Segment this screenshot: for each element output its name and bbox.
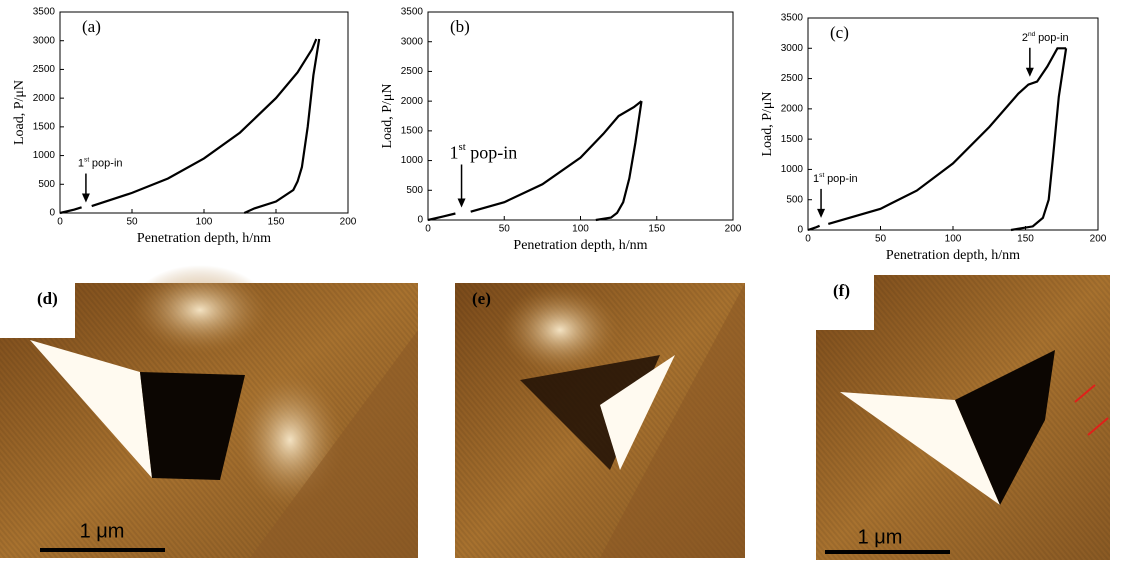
curve [596,101,642,220]
annotation-text: pop-in [92,157,123,169]
panel-label: (d) [37,289,58,308]
curve [808,48,1066,230]
panel-label: (f) [833,281,850,300]
x-tick-label: 50 [126,217,138,228]
x-tick-label: 150 [1017,234,1034,245]
y-tick-label: 1500 [781,134,804,145]
plot-frame [808,18,1098,230]
panel-label: (e) [472,289,491,308]
y-tick-label: 500 [786,194,803,205]
y-tick-label: 2500 [33,64,56,75]
x-tick-label: 0 [805,234,811,245]
x-axis-title: Penetration depth, h/nm [513,238,647,253]
panel-label: (a) [82,17,101,36]
y-axis-title: Load, P/μN [380,83,395,148]
annotation-text: pop-in [1038,32,1069,44]
y-tick-label: 1000 [33,150,56,161]
y-tick-label: 0 [417,215,423,226]
y-tick-label: 3000 [401,36,424,47]
x-tick-label: 150 [268,217,285,228]
afm-image-f: (f) 1 μm [816,275,1110,560]
annotation: 1st pop-in [450,142,518,163]
curve [244,39,319,213]
x-tick-label: 200 [340,217,357,228]
annotation-superscript: nd [1028,31,1036,38]
x-axis-title: Penetration depth, h/nm [137,231,271,246]
annotation-superscript: st [819,172,824,179]
x-tick-label: 100 [945,234,962,245]
y-tick-label: 2000 [781,103,804,114]
y-tick-label: 3000 [33,35,56,46]
x-tick-label: 0 [57,217,63,228]
y-axis-title: Load, P/μN [12,80,27,145]
arrow-head [458,198,466,207]
y-tick-label: 1500 [401,125,424,136]
x-tick-label: 100 [572,224,589,235]
y-tick-label: 1000 [401,155,424,166]
y-tick-label: 0 [49,208,55,219]
y-tick-label: 1500 [33,121,56,132]
x-tick-label: 0 [425,224,431,235]
annotation-number: 1 [450,143,459,163]
panel-label: (b) [450,17,470,36]
y-axis-title: Load, P/μN [760,91,775,156]
arrow-head [1026,68,1034,77]
panel-label: (c) [830,23,849,42]
curve [1011,48,1066,230]
x-tick-label: 150 [648,224,665,235]
x-tick-label: 200 [1090,234,1107,245]
plot-frame [60,12,348,213]
x-axis-title: Penetration depth, h/nm [886,248,1020,263]
y-tick-label: 0 [797,225,803,236]
x-tick-label: 50 [499,224,511,235]
scale-bar-label: 1 μm [80,520,125,542]
x-tick-label: 50 [875,234,887,245]
curve [60,39,316,213]
y-tick-label: 2000 [33,93,56,104]
annotation-text: pop-in [470,143,517,163]
y-tick-label: 2500 [401,66,424,77]
y-tick-label: 3500 [33,7,56,18]
afm-image-e: (e) [455,283,745,558]
y-tick-label: 3500 [781,13,804,24]
y-tick-label: 3500 [401,7,424,18]
figure: (d) 1 μm (e) (f) 1 μm 050100150200050010… [0,0,1125,564]
y-tick-label: 3000 [781,43,804,54]
y-tick-label: 1000 [781,164,804,175]
y-tick-label: 500 [406,185,423,196]
arrow-head [817,209,825,218]
arrow-head [82,194,90,203]
annotation-superscript: st [84,156,89,163]
x-tick-label: 200 [725,224,742,235]
annotation-superscript: st [459,142,466,154]
afm-image-d: (d) 1 μm [0,265,418,558]
annotation-text: pop-in [827,173,858,185]
scale-bar-label: 1 μm [858,526,903,548]
y-tick-label: 500 [38,179,55,190]
plot-frame [428,12,733,220]
y-tick-label: 2500 [781,73,804,84]
y-tick-label: 2000 [401,96,424,107]
x-tick-label: 100 [196,217,213,228]
